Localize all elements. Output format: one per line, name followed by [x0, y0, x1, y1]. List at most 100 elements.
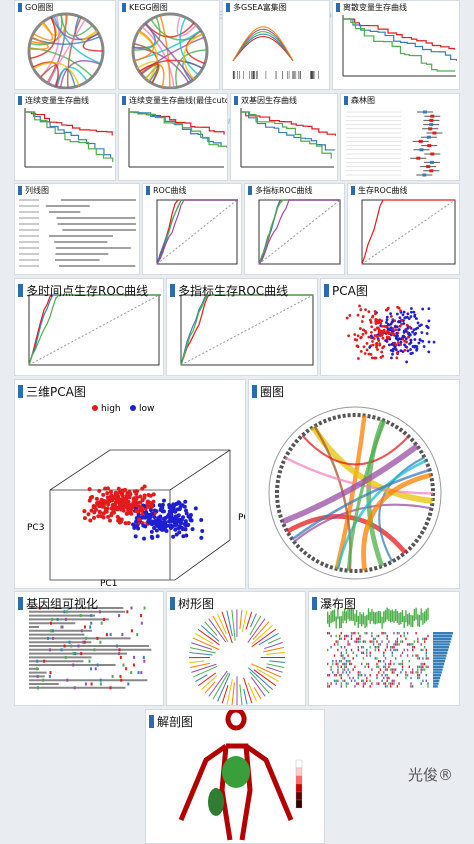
cell — [413, 640, 416, 643]
cell — [350, 632, 353, 635]
point — [101, 515, 106, 520]
point — [167, 503, 172, 508]
marker — [140, 621, 143, 625]
cell — [393, 679, 395, 682]
cell — [425, 657, 427, 660]
curve — [232, 33, 294, 62]
point — [116, 506, 121, 511]
cell — [362, 685, 365, 688]
cell — [427, 634, 429, 638]
cell — [359, 640, 361, 643]
tmb-bar — [357, 615, 359, 628]
chord — [137, 31, 158, 82]
thumbnail — [361, 199, 456, 265]
cell — [340, 685, 342, 688]
legend-dot — [130, 405, 136, 411]
point — [422, 173, 427, 177]
branch — [239, 609, 243, 630]
cell — [420, 668, 422, 671]
point — [359, 308, 363, 312]
chord — [176, 15, 198, 37]
point — [409, 310, 413, 314]
point — [397, 328, 401, 332]
point — [420, 331, 424, 334]
km-curve — [25, 111, 112, 158]
cell — [389, 646, 392, 649]
marker — [116, 644, 119, 648]
cell — [422, 668, 424, 671]
cell — [398, 662, 400, 666]
marker — [96, 663, 99, 667]
cell — [327, 648, 329, 652]
panel-title: 多指标生存ROC曲线 — [170, 282, 288, 299]
point — [110, 495, 115, 500]
marker — [51, 617, 54, 621]
cell — [357, 637, 359, 640]
cell — [340, 646, 342, 649]
tmb-bar — [425, 609, 427, 622]
marker — [119, 674, 122, 678]
marker — [51, 629, 54, 633]
point — [99, 500, 104, 505]
cell — [330, 665, 332, 668]
cell — [408, 643, 410, 646]
cell — [342, 671, 344, 674]
link — [291, 468, 430, 541]
point — [389, 312, 392, 316]
marker — [90, 614, 93, 618]
diagonal — [156, 199, 238, 265]
branch — [252, 621, 270, 641]
cell — [393, 671, 395, 674]
cell — [389, 668, 392, 671]
cell — [361, 674, 363, 677]
marker — [99, 682, 102, 686]
cell — [401, 660, 404, 663]
point — [411, 330, 415, 334]
cell — [417, 640, 419, 643]
marker — [64, 617, 67, 621]
cell — [337, 671, 339, 674]
branch — [250, 663, 282, 678]
point — [364, 329, 367, 333]
point — [88, 518, 93, 523]
branch — [212, 615, 229, 642]
branch — [216, 613, 227, 635]
point — [138, 500, 143, 505]
cell — [420, 682, 422, 685]
tmb-bar — [349, 608, 351, 621]
cell — [349, 660, 351, 663]
branch — [231, 609, 236, 641]
cell — [423, 640, 426, 643]
cell — [388, 640, 390, 643]
tmb-bar — [427, 607, 429, 620]
cell — [369, 685, 371, 688]
tmb-bar — [384, 609, 387, 622]
point — [430, 152, 435, 156]
point — [149, 504, 154, 509]
panel-title: 多GSEA富集图 — [226, 2, 287, 13]
point — [381, 330, 385, 334]
cell — [395, 648, 397, 652]
point — [402, 322, 406, 325]
cell — [366, 654, 368, 657]
point — [391, 349, 395, 353]
cell — [396, 643, 399, 646]
cell — [337, 662, 339, 666]
diagonal — [361, 199, 456, 265]
point — [373, 328, 377, 332]
point — [119, 501, 124, 506]
freq-bar — [433, 676, 441, 680]
branch — [248, 667, 274, 690]
cell — [401, 665, 404, 668]
point — [385, 315, 389, 319]
point — [92, 504, 97, 509]
point — [394, 343, 398, 347]
freq-bar — [433, 668, 443, 671]
point — [395, 331, 399, 335]
cell — [333, 654, 336, 657]
branch — [204, 621, 218, 636]
cell — [384, 674, 387, 677]
cell — [420, 643, 422, 646]
point — [427, 144, 432, 148]
branch — [226, 679, 233, 705]
